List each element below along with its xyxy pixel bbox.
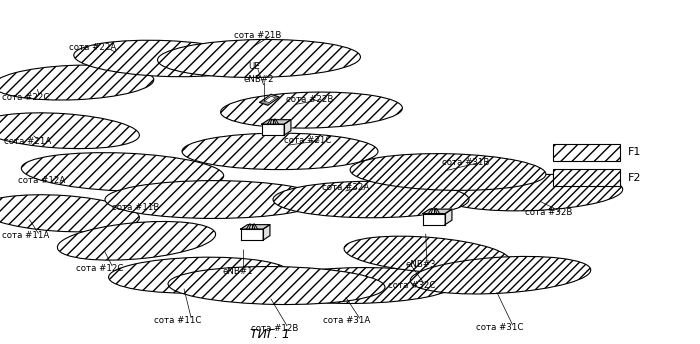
Text: сота #11A: сота #11A	[2, 231, 49, 240]
Polygon shape	[423, 214, 445, 225]
Ellipse shape	[220, 92, 402, 128]
Text: сота #31A: сота #31A	[323, 316, 371, 325]
Polygon shape	[262, 124, 284, 135]
Ellipse shape	[182, 133, 378, 170]
Ellipse shape	[158, 40, 360, 77]
Text: сота #11C: сота #11C	[154, 316, 202, 325]
Ellipse shape	[259, 268, 455, 303]
Polygon shape	[262, 120, 291, 124]
Ellipse shape	[21, 153, 224, 191]
Text: eNB#1: eNB#1	[223, 267, 253, 276]
Ellipse shape	[344, 236, 510, 273]
Text: eNB#2: eNB#2	[244, 75, 274, 84]
Ellipse shape	[410, 256, 591, 294]
Text: сота #12C: сота #12C	[76, 264, 123, 273]
Polygon shape	[264, 96, 276, 103]
Text: F1: F1	[628, 147, 641, 158]
Text: ΤИГ. 1: ΤИГ. 1	[249, 327, 290, 341]
Polygon shape	[423, 209, 452, 214]
Ellipse shape	[168, 267, 385, 304]
Text: UE: UE	[248, 62, 260, 71]
Ellipse shape	[350, 154, 546, 190]
Ellipse shape	[105, 181, 322, 218]
Ellipse shape	[57, 222, 216, 260]
Ellipse shape	[441, 174, 623, 211]
Text: сота #11B: сота #11B	[112, 203, 160, 212]
Ellipse shape	[74, 40, 256, 77]
Text: сота #12A: сота #12A	[18, 176, 64, 185]
Polygon shape	[445, 209, 452, 225]
Text: сота #22B: сота #22B	[286, 95, 333, 104]
Polygon shape	[284, 120, 291, 135]
Text: сота #32A: сота #32A	[322, 183, 370, 192]
Ellipse shape	[273, 181, 469, 218]
Text: eNB#3: eNB#3	[406, 260, 437, 269]
Text: сота #31B: сота #31B	[442, 158, 490, 167]
Text: сота #21A: сота #21A	[4, 137, 50, 146]
Bar	[553, 144, 620, 161]
Polygon shape	[241, 225, 270, 229]
Ellipse shape	[0, 113, 139, 149]
Text: сота #31C: сота #31C	[476, 323, 524, 332]
Polygon shape	[260, 94, 279, 105]
Text: сота #22A: сота #22A	[69, 43, 116, 52]
Text: сота #12B: сота #12B	[251, 324, 298, 333]
Text: F2: F2	[628, 172, 641, 183]
Ellipse shape	[108, 257, 290, 293]
Text: сота #32B: сота #32B	[525, 208, 573, 217]
Text: сота #32C: сота #32C	[388, 281, 435, 290]
Bar	[553, 169, 620, 186]
Ellipse shape	[0, 65, 154, 100]
Polygon shape	[241, 229, 263, 240]
Text: сота #21B: сота #21B	[234, 31, 282, 40]
Text: сота #22C: сота #22C	[2, 93, 50, 101]
Text: сота #21C: сота #21C	[284, 136, 332, 145]
Polygon shape	[263, 225, 270, 240]
Ellipse shape	[0, 195, 139, 232]
